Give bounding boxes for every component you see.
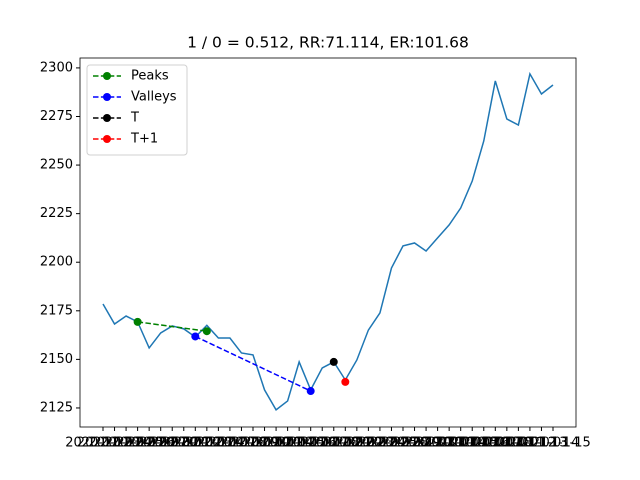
x-tick-label: 2021-01-06 <box>434 436 510 451</box>
legend-label: Peaks <box>131 69 169 84</box>
x-tick-label: 2021-01-13 <box>492 436 568 451</box>
y-tick-label: 2125 <box>40 400 73 415</box>
x-tick-label: 2021-01-05 <box>423 436 499 451</box>
x-tick-label: 2020-12-02 <box>146 436 222 451</box>
legend-box <box>86 64 188 156</box>
x-tick-label: 2021-01-01 <box>400 436 476 451</box>
legend-marker <box>103 72 111 80</box>
point <box>306 387 315 396</box>
point <box>341 377 350 386</box>
x-tick-label: 2020-12-24 <box>331 436 407 451</box>
legend-marker <box>103 114 111 122</box>
x-tick-label: 2020-12-31 <box>388 436 464 451</box>
x-tick-label: 2020-12-16 <box>261 436 337 451</box>
y-tick-label: 2225 <box>40 206 73 221</box>
x-tick-label: 2020-12-04 <box>169 436 245 451</box>
legend-label: T+1 <box>130 132 158 147</box>
chart-title: 1 / 0 = 0.512, RR:71.114, ER:101.68 <box>187 34 469 52</box>
y-tick-label: 2250 <box>40 158 73 173</box>
x-tick-label: 2020-12-23 <box>319 436 395 451</box>
x-tick-label: 2021-01-08 <box>458 436 534 451</box>
x-tick-label: 2020-12-08 <box>192 436 268 451</box>
point <box>329 357 338 366</box>
x-tick-label: 2020-12-14 <box>238 436 314 451</box>
y-tick-label: 2175 <box>40 303 73 318</box>
legend-label: Valleys <box>131 90 177 105</box>
x-tick-label: 2020-12-29 <box>365 436 441 451</box>
x-tick-label: 2021-01-11 <box>469 436 545 451</box>
x-tick-label: 2020-12-25 <box>342 436 418 451</box>
plot-frame <box>79 57 577 428</box>
x-tick-label: 2020-12-01 <box>134 436 210 451</box>
marker-line <box>194 335 312 392</box>
x-tick-label: 2020-11-30 <box>123 436 199 451</box>
y-tick-label: 2300 <box>40 60 73 75</box>
x-tick-label: 2021-01-12 <box>481 436 557 451</box>
x-tick-label: 2020-11-25 <box>88 436 164 451</box>
x-tick-label: 2021-01-15 <box>515 436 591 451</box>
point <box>133 317 142 326</box>
x-tick-label: 2020-12-10 <box>215 436 291 451</box>
x-tick-label: 2021-01-04 <box>411 436 487 451</box>
x-tick-label: 2020-11-27 <box>111 436 187 451</box>
y-tick-label: 2275 <box>40 109 73 124</box>
x-tick-label: 2020-12-28 <box>354 436 430 451</box>
y-tick-label: 2200 <box>40 255 73 270</box>
x-tick-label: 2021-01-07 <box>446 436 522 451</box>
legend-marker <box>103 93 111 101</box>
legend-label: T <box>130 111 139 126</box>
x-tick-label: 2020-12-17 <box>273 436 349 451</box>
x-tick-label: 2020-12-07 <box>181 436 257 451</box>
x-tick-label: 2020-12-18 <box>284 436 360 451</box>
x-tick-label: 2020-12-15 <box>250 436 326 451</box>
x-tick-label: 2020-11-23 <box>65 436 141 451</box>
x-tick-label: 2020-12-11 <box>227 436 303 451</box>
x-tick-label: 2020-11-24 <box>77 436 153 451</box>
x-tick-label: 2020-12-30 <box>377 436 453 451</box>
x-tick-label: 2020-11-26 <box>100 436 176 451</box>
x-tick-label: 2020-12-22 <box>308 436 384 451</box>
marker-line <box>137 321 207 332</box>
x-tick-label: 2020-12-09 <box>204 436 280 451</box>
x-tick-label: 2020-12-03 <box>158 436 234 451</box>
legend-marker <box>103 135 111 143</box>
point <box>202 327 211 336</box>
x-tick-label: 2020-12-21 <box>296 436 372 451</box>
x-tick-label: 2021-01-14 <box>504 436 580 451</box>
point <box>191 332 200 341</box>
y-tick-label: 2150 <box>40 352 73 367</box>
